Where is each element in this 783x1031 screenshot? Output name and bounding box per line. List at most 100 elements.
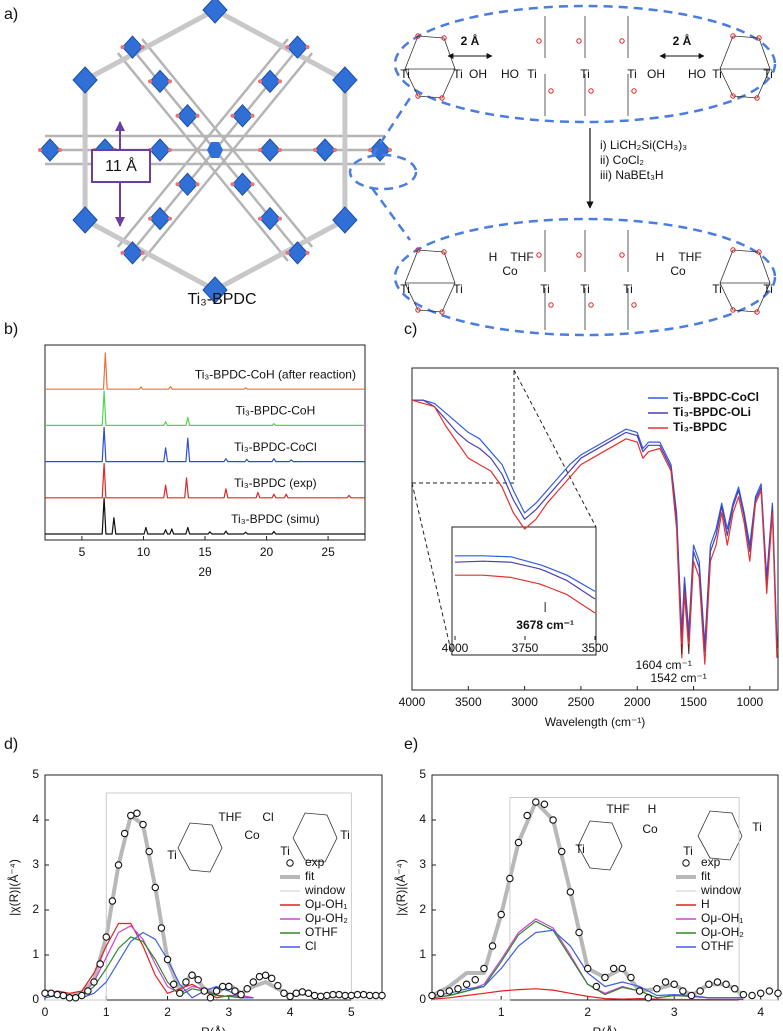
data-point <box>249 978 258 986</box>
atom-label: OH <box>469 67 487 81</box>
zoom-line <box>513 369 597 528</box>
atom-label: Ti <box>712 282 722 296</box>
data-point <box>298 988 307 996</box>
data-line <box>44 922 254 999</box>
data-point <box>59 991 68 1000</box>
x-tick-label: 5 <box>79 545 86 559</box>
inset-atom-label: Cl <box>262 810 273 824</box>
data-point <box>506 874 514 883</box>
oxygen-atom <box>305 250 310 255</box>
oxygen-atom <box>148 216 152 221</box>
framework-rod <box>214 149 301 255</box>
data-point <box>53 990 62 999</box>
data-point <box>583 964 592 973</box>
x-tick-label: 4 <box>757 1005 764 1019</box>
data-line <box>431 918 744 999</box>
oxygen-atom <box>415 93 421 99</box>
data-point <box>139 820 147 829</box>
oxygen-atom <box>548 88 554 94</box>
data-point <box>323 991 331 1000</box>
cage <box>404 35 456 99</box>
oxygen-atom <box>305 45 310 50</box>
legend-label: Ti₃-BPDC-OLi <box>673 405 751 419</box>
data-point <box>341 991 349 1000</box>
data-line <box>45 426 365 463</box>
trace-label: Ti₃-BPDC-CoH <box>236 404 316 418</box>
inset-atom-label: THF <box>606 802 629 816</box>
inset-atom-label: Ti <box>167 848 177 862</box>
plot-frame <box>411 367 779 691</box>
oxygen-atom <box>619 252 625 258</box>
panel-label: d) <box>4 736 18 753</box>
data-point <box>163 955 172 964</box>
inset-cage <box>292 812 338 863</box>
condition: i) LiCH₂Si(CH₃)₃ <box>600 138 687 152</box>
atom-label: Ti <box>580 67 590 81</box>
framework-rod <box>201 156 289 262</box>
framework-rod <box>129 149 216 255</box>
data-point <box>436 989 445 997</box>
condition: iii) NaBEt₃H <box>600 168 664 182</box>
x-tick-label: 4 <box>287 1005 294 1019</box>
atom-label: Ti <box>580 282 590 296</box>
oxygen-atom <box>631 88 637 94</box>
oxygen-atom <box>258 148 262 152</box>
atom-label: Ti <box>400 282 410 296</box>
framework-rod <box>226 52 314 158</box>
data-point <box>206 993 215 1002</box>
data-point <box>292 989 300 997</box>
data-point <box>96 960 104 968</box>
data-line <box>45 352 365 390</box>
panel-label: e) <box>404 736 418 753</box>
x-tick-label: 4000 <box>399 695 426 709</box>
ti-cluster <box>149 138 171 162</box>
data-point <box>329 990 337 999</box>
inset-frame <box>451 526 597 656</box>
data-point <box>188 971 196 979</box>
x-tick-label: 20 <box>260 545 274 559</box>
data-point <box>549 816 557 824</box>
ti-cluster <box>332 66 358 94</box>
x-tick-label: 2000 <box>624 695 651 709</box>
oxygen-atom <box>250 113 255 118</box>
data-point <box>644 993 652 1002</box>
legend-label: window <box>700 883 741 897</box>
data-point <box>304 989 313 997</box>
data-point <box>133 809 141 817</box>
x-tick-label: 1 <box>498 1005 505 1019</box>
data-point <box>286 992 294 1001</box>
data-line <box>432 797 778 1001</box>
data-point <box>335 990 343 999</box>
annotation: 1542 cm⁻¹ <box>650 671 706 685</box>
condition: ii) CoCl₂ <box>600 153 644 167</box>
data-point <box>194 975 202 984</box>
framework-label: Ti₃-BPDC <box>187 291 256 308</box>
data-line <box>455 574 596 614</box>
data-point <box>592 982 601 991</box>
legend-label: fit <box>701 869 711 883</box>
ti-cluster <box>72 66 98 94</box>
distance-box <box>91 149 151 183</box>
data-point <box>347 991 356 1000</box>
inset-cage <box>697 810 743 861</box>
x-tick-label: 15 <box>198 545 212 559</box>
zoom-ellipse <box>393 4 777 124</box>
x-tick-label: 3500 <box>455 695 482 709</box>
data-point <box>84 987 92 995</box>
data-point <box>627 973 635 982</box>
y-tick-label: 5 <box>32 767 39 781</box>
cage <box>404 249 456 313</box>
data-point <box>670 980 678 988</box>
y-tick-label: 1 <box>419 947 426 961</box>
data-point <box>169 980 178 988</box>
data-point <box>157 924 166 932</box>
oxygen-atom <box>195 113 200 118</box>
data-point <box>65 993 74 1002</box>
plot-frame <box>44 774 383 1001</box>
x-tick-label: 5 <box>348 1005 355 1019</box>
oxygen-atom <box>278 148 282 152</box>
data-point <box>114 861 123 869</box>
data-point <box>428 991 436 1000</box>
inset-atom-label: THF <box>218 810 241 824</box>
